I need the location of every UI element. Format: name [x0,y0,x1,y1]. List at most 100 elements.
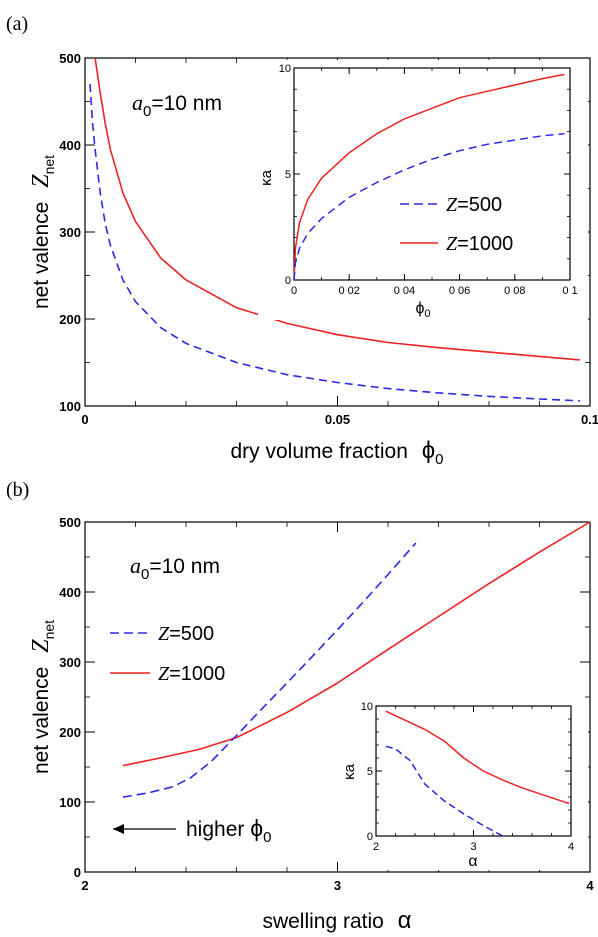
panel-a-xlabel-sub: 0 [435,451,443,468]
panel-b-xlabel-symbol: α [398,907,412,934]
panel-b-inset-series [385,710,570,837]
panel-b-xlabel-text: swelling ratio [262,910,383,933]
panel-b-arrow-annotation: higher ϕ0 [113,815,271,846]
panel-b-inset-ytick-label: 10 [361,701,373,713]
panel-b-legend: Z=500 Z=1000 [110,623,225,685]
panel-a-inset-xtick-label: 0 04 [394,285,415,297]
panel-b-inset-ytick-label: 0 [367,831,373,843]
panel-b-legend-z1000-z: Z [158,663,170,685]
panel-b-ytick-label: 0 [74,865,81,880]
panel-a-ytick-label: 500 [59,51,81,66]
panel-a-legend-z500-rest: =500 [457,194,502,216]
panel-a-inset-background [258,60,588,320]
panel-b-legend-z1000-rest: =1000 [169,663,225,685]
panel-b-series-z-1000 [122,521,591,767]
panel-b-inset-ylabel: κa [341,763,358,780]
panel-b-inset-xtick-label: 2 [373,841,379,853]
panel-a-inset-series-z-1000 [293,73,565,281]
panel-b-x-axis-label: swelling ratio α [262,907,411,934]
panel-b-arrow-label: higher ϕ0 [186,815,271,846]
panel-b-annotation: a0=10 nm [130,553,220,583]
svg-text:net valence Znet: net valence Znet [28,155,57,309]
panel-a-inset-legend: Z=500 Z=1000 [400,194,513,255]
panel-b-xtick-label: 4 [586,878,594,893]
panel-a-inset-ytick-label: 0 [285,275,291,287]
panel-b-inset-xtick-label: 3 [470,841,476,853]
panel-a-legend-z500-z: Z [446,194,458,216]
panel-a-series-z-500 [89,84,580,402]
panel-b-annotation-a: a [130,553,141,578]
panel-b-inset-xlabel: α [468,853,477,870]
panel-b-inset: 2 3 4 0 5 10 κa α [338,700,588,870]
panel-b-xtick-label: 2 [81,878,88,893]
panel-a-inset-ytick-label: 10 [279,63,291,75]
panel-a-ytick-label: 300 [59,225,81,240]
panel-a-annotation-a: a [132,90,143,115]
panel-a-legend-label-z1000: Z=1000 [446,233,513,255]
panel-a-xtick-label: 0.1 [581,412,598,427]
panel-a-inset-xlabel-sub: 0 [424,308,430,320]
panel-b-legend-z500-rest: =500 [169,623,214,645]
panel-a-legend-label-z500: Z=500 [446,194,502,216]
panel-a-xtick-label: 0.05 [325,412,350,427]
panel-b-series-z-500 [122,542,417,798]
panel-b-ylabel-symbol: Z [28,639,54,653]
arrow-left-icon [113,824,124,834]
panel-b-xtick-label: 3 [334,878,341,893]
panel-a-inset-xtick-label: 0 08 [504,285,525,297]
panel-a-inset-series [293,73,565,281]
panel-b-inset-ticks: 2 3 4 0 5 10 [361,701,574,853]
panel-a-label: (a) [6,13,28,35]
panel-a-x-axis-label: dry volume fraction ϕ0 [230,437,443,468]
panel-b-ytick-label: 200 [59,725,81,740]
panel-a-series-z-1000 [94,57,580,361]
panel-a-inset-ytick-label: 5 [285,169,291,181]
panel-a-xtick-label: 0 [81,412,88,427]
panel-b-inset-background [338,700,588,870]
panel-b-ylabel-sub: net [41,620,57,640]
panel-a-xlabel-symbol: ϕ [422,437,435,464]
panel-b-ylabel-text: net valence [30,667,53,774]
panel-a-ytick-label: 100 [59,399,81,414]
panel-a-inset-xtick-label: 0 02 [338,285,359,297]
panel-b-arrow-sub: 0 [263,829,271,846]
panel-a-ytick-label: 400 [59,138,81,153]
panel-a-inset-xtick-label: 0 [291,285,297,297]
panel-b-inset-ytick-label: 5 [367,766,373,778]
panel-b-legend-label-z1000: Z=1000 [158,663,225,685]
panel-b-y-axis-label: net valence Znet [28,620,57,774]
panel-b-legend-label-z500: Z=500 [158,623,214,645]
panel-a-inset-ylabel: κa [258,169,275,186]
panel-a-ylabel-sub: net [41,155,57,175]
panel-a-inset-xtick-label: 0 06 [449,285,470,297]
panel-a-annotation-sub: 0 [143,103,151,120]
panel-a-inset-ticks: 0 0 02 0 04 0 06 0 08 0 1 0 5 10 [279,63,578,297]
panel-b-inset-xtick-label: 4 [568,841,574,853]
panel-a-inset-xlabel-symbol: ϕ [415,300,424,317]
panel-b-ytick-label: 400 [59,585,81,600]
panel-a-legend-z1000-rest: =1000 [457,233,513,255]
panel-b-ytick-label: 300 [59,655,81,670]
panel-a-ylabel-text: net valence [30,202,53,309]
panel-b-inset-series-z-500 [385,745,504,837]
panel-a-annotation: a0=10 nm [132,90,222,120]
panel-b-annotation-sub: 0 [141,566,149,583]
panel-a-inset-xlabel: ϕ0 [415,300,430,320]
svg-text:net valence Znet: net valence Znet [28,620,57,774]
panel-b-legend-z500-z: Z [158,623,170,645]
panel-b-label: (b) [6,479,29,501]
panel-b-annotation-text: =10 nm [149,555,220,578]
panel-a-legend-z1000-z: Z [446,233,458,255]
panel-b-series [122,521,591,798]
panel-a-series [89,57,580,402]
panel-b-arrow-symbol: ϕ [250,815,263,841]
panel-a-inset-series-z-500 [293,132,565,281]
panel-b-ytick-label: 100 [59,795,81,810]
panel-a-annotation-text: =10 nm [151,92,222,115]
panel-a-ytick-label: 200 [59,312,81,327]
